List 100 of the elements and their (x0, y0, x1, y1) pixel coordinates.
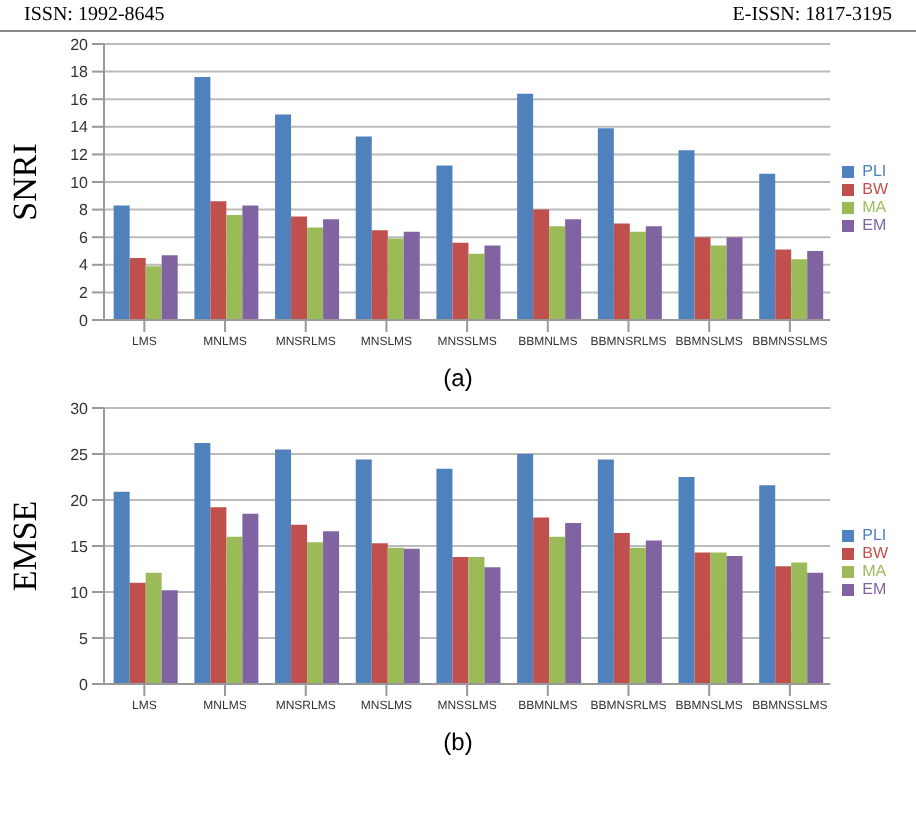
y-tick-label: 20 (70, 491, 90, 510)
bar (694, 237, 711, 320)
bar (226, 215, 243, 320)
bar (468, 557, 485, 684)
y-tick-label: 6 (79, 228, 90, 247)
y-tick-label: 18 (70, 63, 90, 82)
bar (275, 114, 292, 320)
legend-label: PLI (862, 162, 887, 180)
legend-label: EM (862, 216, 887, 234)
bar (307, 542, 324, 684)
y-tick-label: 0 (79, 311, 90, 330)
text: E-ISSN: 1817-3195 (732, 4, 892, 26)
bar (161, 255, 178, 320)
y-tick-label: 14 (70, 118, 90, 137)
bar (194, 77, 211, 320)
bar (775, 249, 792, 320)
text: (b) (441, 728, 475, 760)
y-tick-label: 12 (70, 146, 90, 165)
bar (484, 245, 501, 320)
y-tick-label: 30 (70, 399, 90, 418)
bar (533, 209, 550, 320)
bar (129, 257, 146, 320)
bar (549, 226, 566, 320)
bar (452, 557, 469, 684)
bar (597, 128, 614, 320)
bar (387, 547, 404, 684)
bar (629, 231, 646, 320)
legend-label: BW (862, 544, 888, 562)
text: (a) (441, 364, 475, 396)
bar (307, 227, 324, 320)
bar (613, 533, 630, 684)
y-tick-label: 16 (70, 90, 90, 109)
bar (694, 552, 711, 684)
y-tick-label: 10 (70, 583, 90, 602)
bar (710, 552, 727, 684)
bar (613, 223, 630, 320)
bar (565, 523, 582, 684)
bar (291, 216, 308, 320)
bar (323, 219, 340, 320)
bar (645, 226, 662, 320)
bar (275, 449, 292, 684)
bar (517, 93, 534, 320)
bar (403, 231, 420, 320)
bar (678, 477, 695, 684)
bar (371, 543, 388, 684)
bar (291, 524, 308, 684)
bar (807, 251, 824, 320)
bar (145, 266, 162, 320)
bar (161, 590, 178, 684)
bar (355, 459, 372, 684)
bar (726, 556, 743, 684)
y-tick-label: 15 (70, 537, 90, 556)
legend-label: MA (862, 198, 887, 216)
y-tick-label: 5 (79, 629, 90, 648)
text: ISSN: 1992-8645 (24, 4, 165, 26)
bar (759, 173, 776, 320)
bar (355, 136, 372, 320)
bar (387, 238, 404, 320)
bar (726, 237, 743, 320)
legend-label: PLI (862, 526, 887, 544)
bar (629, 547, 646, 684)
bar (242, 513, 259, 684)
bar (242, 205, 259, 320)
bar (226, 536, 243, 684)
bar (403, 548, 420, 684)
bar (210, 201, 227, 320)
bar (145, 572, 162, 684)
y-tick-label: 4 (79, 256, 90, 275)
bar (678, 150, 695, 320)
bar (533, 517, 550, 684)
bar (775, 566, 792, 684)
bar (210, 507, 227, 684)
bar (791, 259, 808, 320)
bar (565, 219, 582, 320)
y-tick-label: 0 (79, 675, 90, 694)
bar (436, 165, 453, 320)
bar (549, 536, 566, 684)
y-axis-title: SNRI (6, 142, 45, 221)
y-tick-label: 8 (79, 201, 90, 220)
bar (517, 454, 534, 684)
bar (645, 540, 662, 684)
bar (791, 562, 808, 684)
y-tick-label: 20 (70, 35, 90, 54)
y-axis-title: EMSE (6, 500, 45, 592)
bar (759, 485, 776, 684)
legend-label: EM (862, 580, 887, 598)
bar (710, 245, 727, 320)
bar (371, 230, 388, 320)
bar (194, 442, 211, 684)
y-tick-label: 25 (70, 445, 90, 464)
bar (807, 572, 824, 684)
bar (468, 253, 485, 320)
bar (452, 242, 469, 320)
bar (113, 205, 130, 320)
legend-label: MA (862, 562, 887, 580)
bar (129, 582, 146, 684)
bar (113, 491, 130, 684)
y-tick-label: 10 (70, 173, 90, 192)
legend-label: BW (862, 180, 888, 198)
y-tick-label: 2 (79, 284, 90, 303)
